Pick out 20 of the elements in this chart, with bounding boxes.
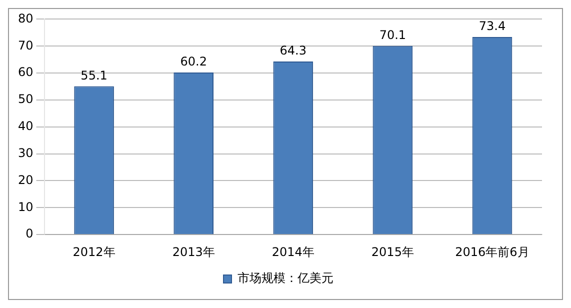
x-tick-label: 2014年 xyxy=(272,244,314,259)
x-tick-label: 2016年前6月 xyxy=(455,244,530,259)
data-label: 73.4 xyxy=(478,19,506,34)
y-tick-label: 0 xyxy=(26,226,34,241)
y-tick-label: 60 xyxy=(18,65,34,80)
data-label: 64.3 xyxy=(280,44,306,58)
y-tick-label: 50 xyxy=(18,92,34,106)
x-tick-label: 2015年 xyxy=(371,244,414,259)
data-label: 70.1 xyxy=(379,28,406,42)
legend-label: 市场规模：亿美元 xyxy=(238,271,334,286)
y-tick-label: 40 xyxy=(18,119,34,134)
data-label: 55.1 xyxy=(80,68,108,82)
data-label: 60.2 xyxy=(180,54,207,69)
y-tick-label: 80 xyxy=(18,11,34,26)
x-tick-label: 2012年 xyxy=(72,244,116,259)
x-tick-label: 2013年 xyxy=(172,244,215,259)
y-tick-label: 70 xyxy=(18,38,34,52)
y-tick-label: 10 xyxy=(18,200,34,214)
y-tick-label: 20 xyxy=(18,172,34,187)
y-tick-label: 30 xyxy=(18,146,34,160)
